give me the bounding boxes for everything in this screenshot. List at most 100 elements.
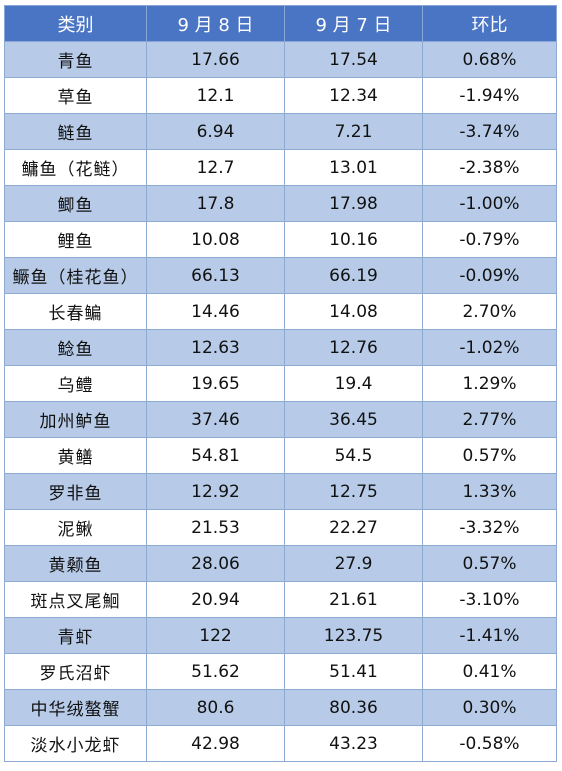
cell-category: 鲤鱼	[4, 221, 147, 258]
table-row: 鲢鱼 6.94 7.21 -3.74%	[4, 113, 557, 150]
table-row: 罗氏沼虾 51.62 51.41 0.41%	[4, 653, 557, 690]
cell-change: -3.74%	[422, 113, 557, 150]
cell-category: 鲫鱼	[4, 185, 147, 222]
cell-sep7: 51.41	[284, 653, 423, 690]
cell-sep8: 66.13	[146, 257, 285, 294]
cell-sep8: 17.66	[146, 41, 285, 78]
cell-change: 0.68%	[422, 41, 557, 78]
cell-sep8: 37.46	[146, 401, 285, 438]
cell-sep8: 28.06	[146, 545, 285, 582]
cell-sep8: 122	[146, 617, 285, 654]
cell-sep7: 12.76	[284, 329, 423, 366]
table-row: 黄颡鱼 28.06 27.9 0.57%	[4, 545, 557, 582]
table-row: 加州鲈鱼 37.46 36.45 2.77%	[4, 401, 557, 438]
cell-category: 黄颡鱼	[4, 545, 147, 582]
cell-change: -0.79%	[422, 221, 557, 258]
cell-sep8: 12.92	[146, 473, 285, 510]
cell-sep7: 13.01	[284, 149, 423, 186]
cell-sep8: 12.7	[146, 149, 285, 186]
cell-sep7: 36.45	[284, 401, 423, 438]
cell-sep7: 17.54	[284, 41, 423, 78]
cell-change: 0.30%	[422, 689, 557, 726]
table-row: 鳜鱼（桂花鱼） 66.13 66.19 -0.09%	[4, 257, 557, 294]
cell-sep7: 12.75	[284, 473, 423, 510]
table-row: 长春鳊 14.46 14.08 2.70%	[4, 293, 557, 330]
cell-category: 草鱼	[4, 77, 147, 114]
table-body: 青鱼 17.66 17.54 0.68% 草鱼 12.1 12.34 -1.94% 鲢鱼 6.94…	[4, 41, 557, 762]
cell-change: -3.32%	[422, 509, 557, 546]
cell-sep7: 54.5	[284, 437, 423, 474]
header-change: 环比	[422, 5, 557, 42]
cell-change: -1.41%	[422, 617, 557, 654]
cell-sep7: 12.34	[284, 77, 423, 114]
cell-sep7: 7.21	[284, 113, 423, 150]
cell-sep8: 51.62	[146, 653, 285, 690]
cell-sep8: 10.08	[146, 221, 285, 258]
cell-category: 罗氏沼虾	[4, 653, 147, 690]
table-row: 泥鳅 21.53 22.27 -3.32%	[4, 509, 557, 546]
header-sep8: 9 月 8 日	[146, 5, 285, 42]
cell-change: -1.94%	[422, 77, 557, 114]
cell-sep7: 10.16	[284, 221, 423, 258]
cell-category: 青鱼	[4, 41, 147, 78]
cell-category: 鳙鱼（花鲢）	[4, 149, 147, 186]
cell-sep7: 80.36	[284, 689, 423, 726]
cell-sep8: 20.94	[146, 581, 285, 618]
cell-sep7: 123.75	[284, 617, 423, 654]
cell-sep7: 14.08	[284, 293, 423, 330]
cell-change: 1.29%	[422, 365, 557, 402]
header-row: 类别 9 月 8 日 9 月 7 日 环比	[4, 5, 557, 42]
cell-sep8: 21.53	[146, 509, 285, 546]
cell-change: -2.38%	[422, 149, 557, 186]
cell-change: -1.00%	[422, 185, 557, 222]
cell-category: 中华绒螯蟹	[4, 689, 147, 726]
cell-sep7: 43.23	[284, 725, 423, 762]
cell-sep8: 17.8	[146, 185, 285, 222]
cell-sep7: 27.9	[284, 545, 423, 582]
header-category: 类别	[4, 5, 147, 42]
cell-sep7: 19.4	[284, 365, 423, 402]
cell-change: 0.57%	[422, 437, 557, 474]
table-row: 鲶鱼 12.63 12.76 -1.02%	[4, 329, 557, 366]
cell-category: 乌鳢	[4, 365, 147, 402]
table-row: 草鱼 12.1 12.34 -1.94%	[4, 77, 557, 114]
cell-sep7: 21.61	[284, 581, 423, 618]
header-sep7: 9 月 7 日	[284, 5, 423, 42]
table-row: 罗非鱼 12.92 12.75 1.33%	[4, 473, 557, 510]
cell-sep8: 80.6	[146, 689, 285, 726]
table-row: 淡水小龙虾 42.98 43.23 -0.58%	[4, 725, 557, 762]
cell-category: 鲶鱼	[4, 329, 147, 366]
cell-change: 0.57%	[422, 545, 557, 582]
cell-sep7: 66.19	[284, 257, 423, 294]
price-table: 类别 9 月 8 日 9 月 7 日 环比 青鱼 17.66 17.54 0.68% 草…	[4, 5, 557, 762]
cell-change: -0.58%	[422, 725, 557, 762]
cell-change: -3.10%	[422, 581, 557, 618]
cell-category: 斑点叉尾鮰	[4, 581, 147, 618]
cell-sep8: 6.94	[146, 113, 285, 150]
cell-category: 鳜鱼（桂花鱼）	[4, 257, 147, 294]
cell-change: -0.09%	[422, 257, 557, 294]
cell-change: 1.33%	[422, 473, 557, 510]
cell-change: 2.70%	[422, 293, 557, 330]
cell-sep8: 19.65	[146, 365, 285, 402]
table-row: 斑点叉尾鮰 20.94 21.61 -3.10%	[4, 581, 557, 618]
table-row: 黄鳝 54.81 54.5 0.57%	[4, 437, 557, 474]
cell-category: 加州鲈鱼	[4, 401, 147, 438]
cell-category: 青虾	[4, 617, 147, 654]
cell-sep7: 22.27	[284, 509, 423, 546]
cell-sep8: 14.46	[146, 293, 285, 330]
cell-sep8: 54.81	[146, 437, 285, 474]
table-row: 乌鳢 19.65 19.4 1.29%	[4, 365, 557, 402]
cell-category: 长春鳊	[4, 293, 147, 330]
cell-sep8: 12.1	[146, 77, 285, 114]
cell-sep7: 17.98	[284, 185, 423, 222]
cell-sep8: 12.63	[146, 329, 285, 366]
cell-category: 罗非鱼	[4, 473, 147, 510]
cell-change: 2.77%	[422, 401, 557, 438]
table-row: 青虾 122 123.75 -1.41%	[4, 617, 557, 654]
cell-category: 鲢鱼	[4, 113, 147, 150]
cell-sep8: 42.98	[146, 725, 285, 762]
table-row: 鳙鱼（花鲢） 12.7 13.01 -2.38%	[4, 149, 557, 186]
table-row: 中华绒螯蟹 80.6 80.36 0.30%	[4, 689, 557, 726]
cell-category: 淡水小龙虾	[4, 725, 147, 762]
